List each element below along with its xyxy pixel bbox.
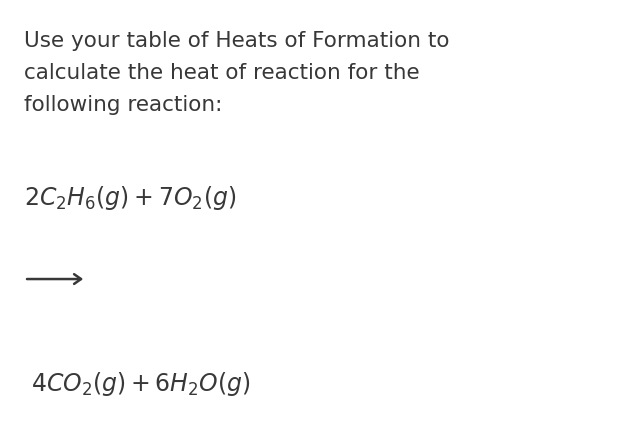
Text: Use your table of Heats of Formation to
calculate the heat of reaction for the
f: Use your table of Heats of Formation to … bbox=[24, 31, 450, 115]
FancyArrowPatch shape bbox=[27, 274, 81, 284]
Text: $2C_2H_6(g)  +  7O_2(g)$: $2C_2H_6(g) + 7O_2(g)$ bbox=[24, 184, 236, 212]
Text: $4CO_2(g)  +  6H_2O(g)$: $4CO_2(g) + 6H_2O(g)$ bbox=[31, 370, 250, 398]
